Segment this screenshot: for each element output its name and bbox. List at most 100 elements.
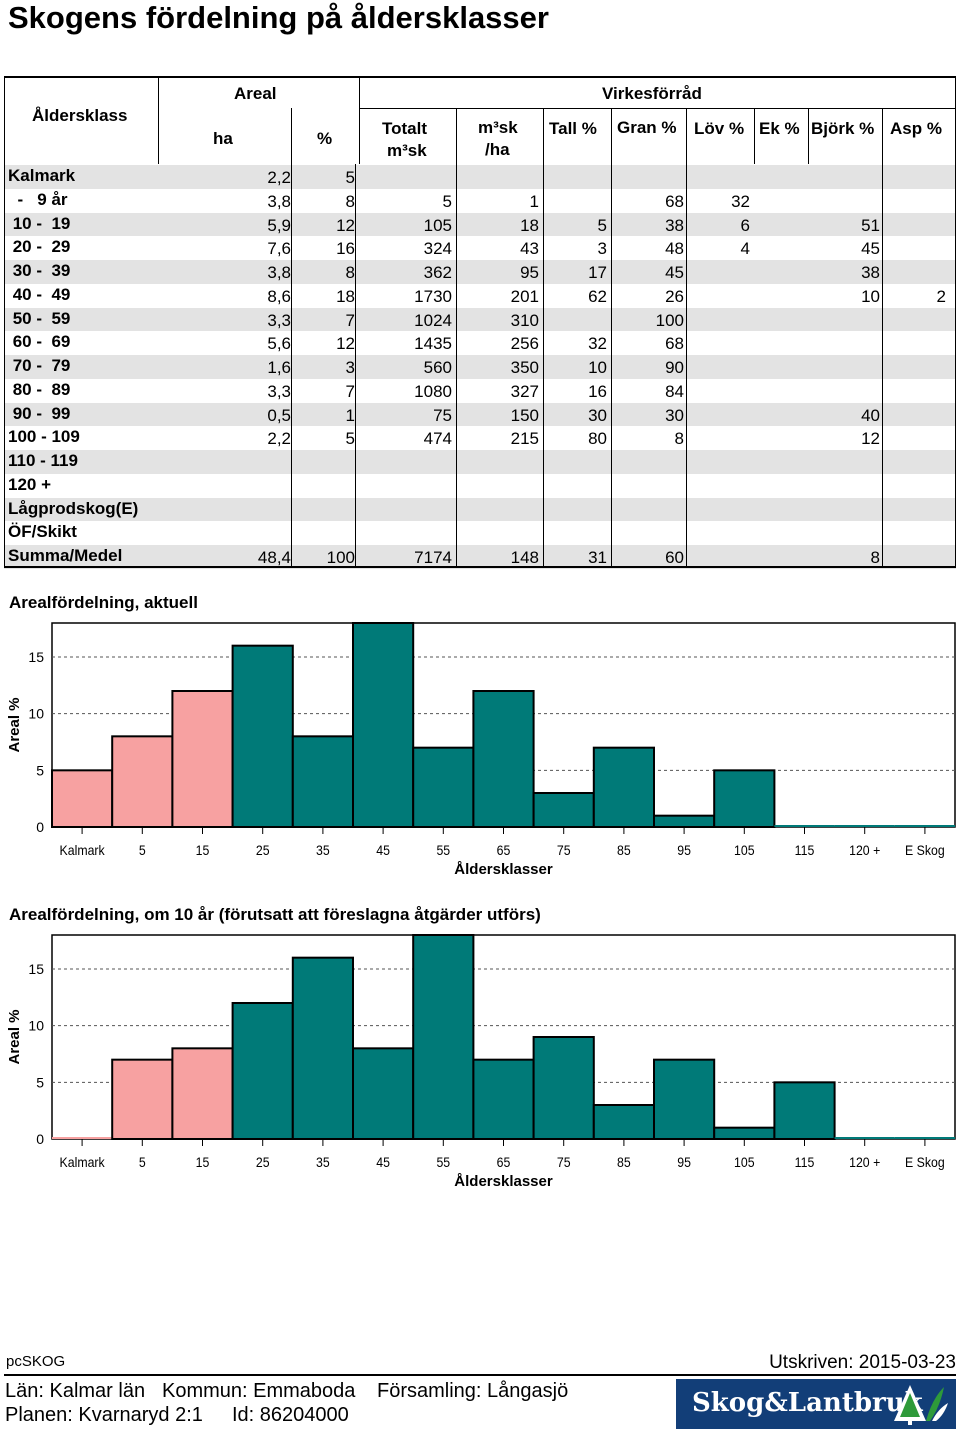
table-rule	[4, 76, 5, 568]
row-stripe	[4, 497, 956, 522]
table-rule	[543, 108, 544, 164]
chart-future: 0 5 10 15 Kalmark 5 15 25 35 45 55 65 75 85 95 105 115 12…	[6, 934, 956, 1190]
cell-pct: 12	[336, 334, 355, 354]
row-label: 60 - 69	[8, 332, 71, 352]
cell-gran: 38	[665, 215, 684, 235]
header-m3ha: m³sk	[478, 118, 518, 137]
cell-bjork: 51	[861, 215, 880, 235]
cell-ha: 5,6	[267, 334, 291, 354]
footer-app-name: pcSKOG	[6, 1353, 66, 1370]
cell-ha: 0,5	[267, 405, 291, 425]
cell-ha: 7,6	[267, 239, 291, 259]
table-rule	[808, 108, 809, 164]
brand-logo: Skog&Lantbruk	[676, 1379, 956, 1429]
cell-ha: 3,8	[267, 263, 291, 282]
header-m3ha-unit: /ha	[485, 140, 510, 159]
cell-m3ha: 350	[510, 358, 539, 377]
row-label: 90 - 99	[8, 403, 71, 423]
cell-tall: 80	[588, 429, 607, 449]
y-axis-title: Areal %	[6, 697, 23, 752]
bar	[412, 934, 475, 1140]
cell-bjork: 38	[861, 263, 880, 282]
x-tick-label: 65	[497, 1154, 511, 1170]
cell-gran: 68	[665, 191, 684, 211]
cell-ha: 8,6	[267, 286, 291, 306]
y-tick-label: 10	[28, 706, 44, 722]
footer-divider	[4, 1374, 956, 1376]
x-tick-label: 45	[376, 842, 390, 858]
row-label: Summa/Medel	[8, 546, 123, 565]
chart-future-title: Arealfördelning, om 10 år (förutsatt att…	[9, 905, 541, 924]
bar	[171, 1047, 234, 1140]
table-rule	[882, 164, 883, 566]
x-tick-label: 75	[557, 842, 571, 858]
x-axis-title: Åldersklasser	[454, 1173, 553, 1190]
bar	[532, 792, 595, 828]
cell-totalt: 560	[423, 358, 452, 377]
x-tick-label: E Skog	[905, 842, 945, 858]
x-tick-label: 25	[256, 842, 270, 858]
bar	[51, 769, 114, 828]
header-ha: ha	[213, 129, 233, 148]
bar	[231, 1002, 294, 1140]
row-label: 110 - 119	[8, 451, 78, 470]
cell-ha: 1,6	[267, 358, 291, 377]
cell-pct: 12	[336, 215, 355, 235]
bar	[592, 746, 655, 829]
x-tick-label: 120 +	[849, 842, 880, 858]
table-rule	[456, 164, 457, 566]
table-rule	[955, 76, 956, 568]
cell-totalt: 1080	[414, 381, 452, 401]
x-tick-label: 55	[436, 1154, 450, 1170]
cell-totalt: 362	[423, 263, 452, 282]
row-label: 20 - 29	[8, 237, 71, 257]
cell-ha: 3,3	[267, 381, 291, 401]
bar	[412, 746, 475, 829]
x-tick-label: 25	[256, 1154, 270, 1170]
row-stripe	[4, 212, 956, 237]
chart-current: 0 5 10 15 Kalmark 5 15 25 35 45 55 65 75 85 95 105 115 12…	[6, 622, 956, 878]
row-stripe	[4, 355, 956, 379]
cell-ha: 2,2	[267, 429, 291, 449]
cell-pct: 1	[345, 405, 355, 425]
x-tick-label: 35	[316, 842, 330, 858]
cell-gran: 8	[674, 429, 684, 449]
table-rule	[355, 164, 356, 566]
brand-logo-text: Skog&Lantbruk	[692, 1388, 923, 1418]
cell-tall: 17	[588, 263, 607, 282]
footer-planen: Planen: Kvarnaryd 2:1	[5, 1404, 203, 1426]
row-label: 30 - 39	[8, 261, 71, 280]
header-age-class: Åldersklass	[32, 106, 128, 125]
row-stripe	[4, 402, 956, 427]
table-rule	[359, 76, 360, 164]
row-label: Kalmark	[8, 166, 76, 185]
cell-gran: 60	[665, 548, 684, 567]
table-rule	[456, 108, 457, 164]
cell-ha: 3,8	[267, 191, 291, 211]
cell-gran: 84	[665, 381, 684, 401]
cell-gran: 30	[665, 405, 684, 425]
table-rule	[291, 164, 292, 566]
x-tick-label: 75	[557, 1154, 571, 1170]
cell-bjork: 12	[861, 429, 880, 449]
cell-totalt: 474	[423, 429, 452, 449]
row-stripe	[4, 165, 956, 189]
table-rule	[4, 76, 956, 78]
bar	[111, 1058, 174, 1141]
x-tick-label: 105	[734, 1154, 755, 1170]
table-rule	[291, 108, 292, 164]
x-tick-label: 55	[436, 842, 450, 858]
page-title: Skogens fördelning på åldersklasser	[8, 0, 549, 35]
cell-pct: 5	[345, 429, 355, 449]
cell-pct: 8	[345, 191, 355, 211]
x-tick-label: 65	[497, 842, 511, 858]
table-rule	[4, 566, 956, 568]
cell-totalt: 7174	[414, 548, 452, 567]
bar	[352, 622, 415, 828]
cell-tall: 16	[588, 381, 607, 401]
cell-gran: 100	[655, 310, 684, 330]
cell-pct: 16	[336, 239, 355, 259]
cell-gran: 48	[665, 239, 684, 259]
bar	[111, 735, 174, 828]
row-stripe	[4, 260, 956, 284]
